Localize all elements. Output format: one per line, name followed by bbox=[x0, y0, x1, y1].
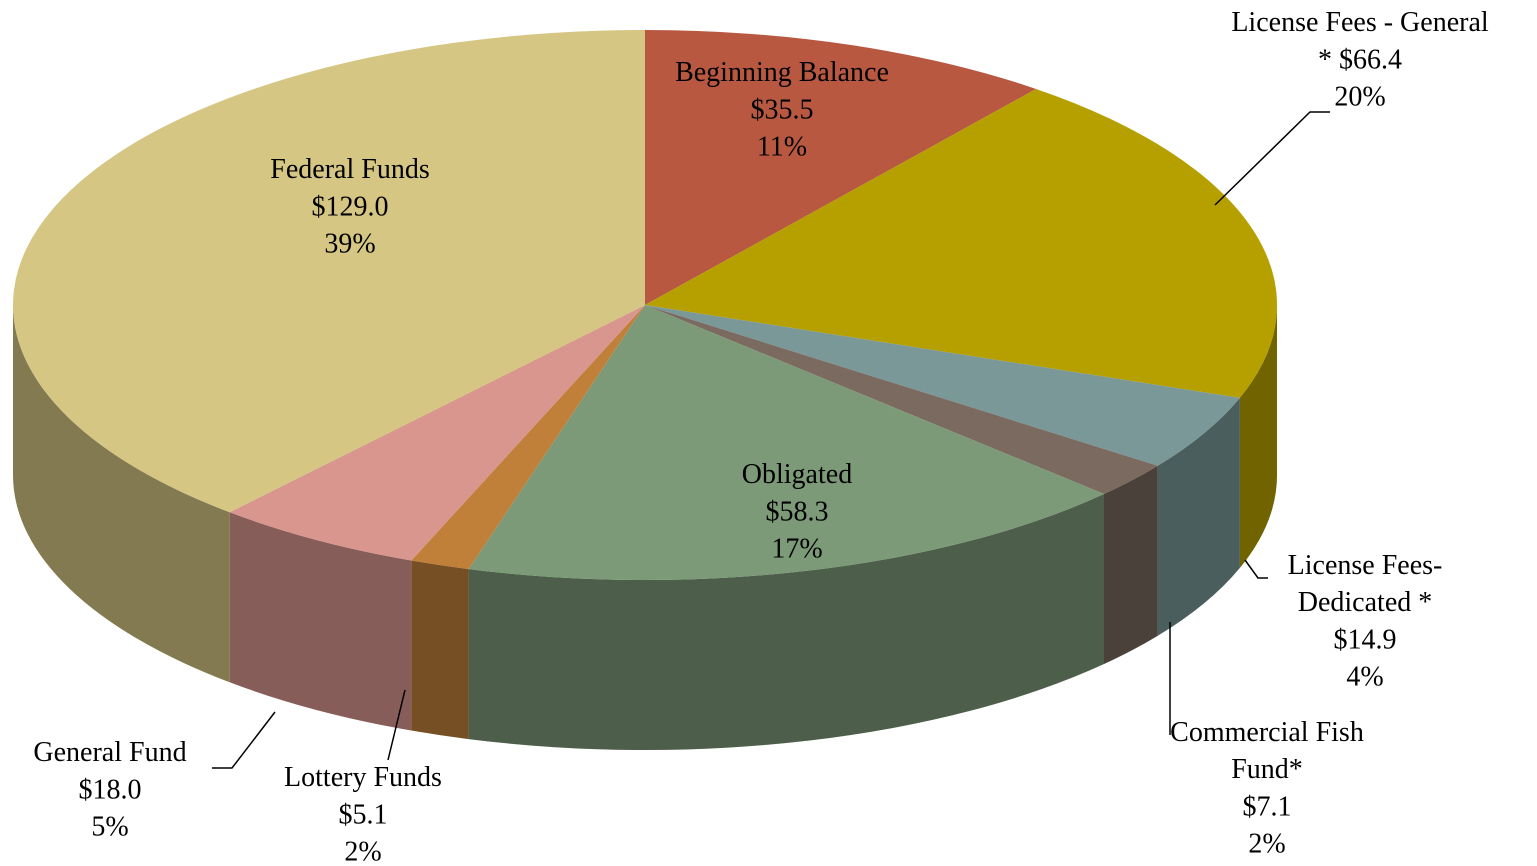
value-label: * $66.4 bbox=[1318, 44, 1402, 75]
value-label: $35.5 bbox=[751, 94, 814, 125]
slice-label: Federal Funds $129.0 39% bbox=[270, 154, 429, 259]
slice bbox=[645, 305, 1240, 466]
slice-label: Beginning Balance $35.5 11% bbox=[675, 57, 889, 162]
percent-label: 11% bbox=[757, 131, 807, 162]
leader-line bbox=[1214, 111, 1330, 206]
slice-label: Lottery Funds $5.1 2% bbox=[284, 762, 442, 866]
category-line: Federal Funds bbox=[270, 154, 429, 185]
category-label: General Fund bbox=[33, 737, 186, 768]
slice-label: Obligated $58.3 17% bbox=[742, 459, 852, 564]
category-line: License Fees - General bbox=[1231, 7, 1489, 38]
slice-side-shade bbox=[1157, 397, 1240, 636]
category-line: Dedicated * bbox=[1298, 587, 1433, 618]
slice-side bbox=[1157, 397, 1240, 636]
category-label: License Fees - General bbox=[1231, 7, 1489, 38]
category-line: Commercial Fish bbox=[1170, 717, 1364, 748]
percent-label: 5% bbox=[91, 811, 128, 842]
slice bbox=[645, 88, 1277, 398]
slice-side-shade bbox=[411, 560, 469, 740]
slice-side-shade bbox=[1239, 305, 1277, 568]
slice-side bbox=[468, 494, 1105, 750]
category-line: Lottery Funds bbox=[284, 762, 442, 793]
slice bbox=[645, 305, 1158, 495]
percent-label: 2% bbox=[344, 836, 381, 866]
value-label: $18.0 bbox=[79, 774, 142, 805]
slice-side-shade bbox=[1104, 465, 1158, 665]
category-label: License Fees- Dedicated * bbox=[1288, 550, 1443, 618]
category-line: License Fees- bbox=[1288, 550, 1443, 581]
percent-label: 2% bbox=[1248, 828, 1285, 859]
slice-side bbox=[229, 512, 412, 731]
slice-side bbox=[13, 305, 230, 683]
slice bbox=[645, 30, 1037, 305]
labels: Beginning Balance $35.5 11% License Fees - … bbox=[33, 7, 1488, 866]
category-label: Commercial Fish Fund* bbox=[1170, 717, 1364, 785]
slice-side-shade bbox=[468, 494, 1105, 750]
slice bbox=[411, 305, 645, 570]
value-label: $5.1 bbox=[339, 799, 388, 830]
value-label: $14.9 bbox=[1334, 624, 1397, 655]
slice-side-shade bbox=[229, 512, 412, 731]
percent-label: 17% bbox=[771, 533, 822, 564]
slice-side-shade bbox=[13, 305, 230, 683]
percent-label: 4% bbox=[1346, 661, 1383, 692]
slice bbox=[468, 305, 1105, 581]
category-label: Beginning Balance bbox=[675, 57, 889, 88]
slice bbox=[229, 305, 645, 561]
slice-side bbox=[411, 560, 469, 740]
slice-label: General Fund $18.0 5% bbox=[33, 737, 186, 842]
slice-side bbox=[1239, 305, 1277, 568]
value-label: $58.3 bbox=[766, 496, 829, 527]
slice-label: Commercial Fish Fund* $7.1 2% bbox=[1170, 717, 1364, 859]
category-label: Lottery Funds bbox=[284, 762, 442, 793]
category-label: Federal Funds bbox=[270, 154, 429, 185]
category-line: General Fund bbox=[33, 737, 186, 768]
slice-label: License Fees- Dedicated * $14.9 4% bbox=[1288, 550, 1443, 692]
category-line: Obligated bbox=[742, 459, 852, 490]
category-line: Beginning Balance bbox=[675, 57, 889, 88]
value-label: $7.1 bbox=[1243, 791, 1292, 822]
leader-line bbox=[212, 711, 276, 769]
slice bbox=[13, 30, 645, 513]
leader-line bbox=[387, 689, 406, 761]
slice-side bbox=[1104, 465, 1158, 665]
percent-label: 39% bbox=[324, 228, 375, 259]
category-line: Fund* bbox=[1231, 754, 1303, 785]
value-label: $129.0 bbox=[312, 191, 389, 222]
pie bbox=[13, 30, 1277, 750]
percent-label: 20% bbox=[1334, 81, 1385, 112]
leader-line bbox=[1244, 559, 1268, 579]
slice-label: License Fees - General * $66.4 20% bbox=[1231, 7, 1489, 112]
category-label: Obligated bbox=[742, 459, 852, 490]
